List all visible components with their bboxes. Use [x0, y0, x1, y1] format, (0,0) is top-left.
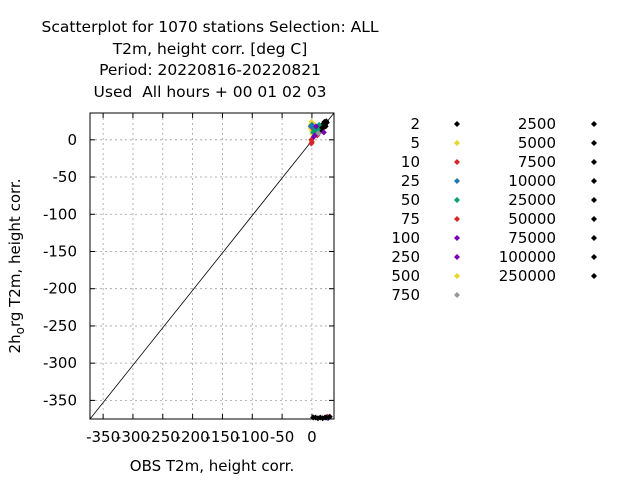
data-point — [313, 123, 320, 130]
x-tick-label: -100 — [235, 428, 269, 446]
y-tick-label: -100 — [43, 205, 77, 223]
legend-label: 250000 — [499, 267, 556, 285]
x-tick-label: -350 — [86, 428, 120, 446]
y-tick-label: 0 — [67, 131, 77, 149]
y-tick-label: -150 — [43, 242, 77, 260]
x-tick-label: -50 — [270, 428, 295, 446]
y-axis-label: 2horg T2m, height corr. — [6, 179, 27, 354]
legend-marker — [454, 235, 460, 241]
legend-label: 75000 — [508, 229, 556, 247]
legend-marker — [591, 216, 597, 222]
legend-marker — [454, 292, 460, 298]
title-line-1: Scatterplot for 1070 stations Selection:… — [41, 18, 379, 36]
data-point — [320, 129, 327, 136]
x-tick-label: 0 — [307, 428, 317, 446]
legend-marker — [454, 197, 460, 203]
legend: 2510255075100250500750250050007500100002… — [391, 115, 597, 304]
title-line-3: Period: 20220816-20220821 — [99, 61, 321, 79]
chart-title: Scatterplot for 1070 stations Selection:… — [0, 17, 420, 103]
legend-label: 500 — [391, 267, 420, 285]
legend-marker — [454, 140, 460, 146]
y-tick-label: -200 — [43, 280, 77, 298]
y-axis-label-subscript: o — [13, 327, 27, 334]
legend-marker — [591, 254, 597, 260]
y-tick-label: -350 — [43, 391, 77, 409]
legend-marker — [454, 178, 460, 184]
legend-label: 100000 — [499, 248, 556, 266]
legend-marker — [454, 273, 460, 279]
legend-label: 5 — [410, 134, 420, 152]
legend-label: 25000 — [508, 191, 556, 209]
x-tick-label: -300 — [116, 428, 150, 446]
legend-label: 250 — [391, 248, 420, 266]
legend-label: 75 — [401, 210, 420, 228]
legend-label: 2 — [410, 115, 420, 133]
legend-marker — [591, 121, 597, 127]
data-point — [315, 130, 322, 137]
legend-label: 5000 — [518, 134, 556, 152]
y-axis-label-part-1: 2h — [6, 334, 24, 353]
legend-marker — [591, 235, 597, 241]
legend-label: 25 — [401, 172, 420, 190]
legend-marker — [454, 159, 460, 165]
x-axis-label: OBS T2m, height corr. — [130, 457, 294, 475]
plot-frame — [89, 112, 335, 420]
x-tick-label: -200 — [176, 428, 210, 446]
legend-marker — [454, 121, 460, 127]
data-point — [321, 118, 328, 125]
legend-marker — [591, 140, 597, 146]
y-tick-label: -250 — [43, 317, 77, 335]
data-points — [307, 118, 333, 422]
legend-label: 750 — [391, 286, 420, 304]
title-line-2: T2m, height corr. [deg C] — [112, 39, 308, 58]
legend-marker — [454, 254, 460, 260]
legend-label: 100 — [391, 229, 420, 247]
legend-label: 10000 — [508, 172, 556, 190]
legend-marker — [591, 273, 597, 279]
x-tick-label: -150 — [205, 428, 239, 446]
legend-label: 10 — [401, 153, 420, 171]
axis-ticks: -350-300-250-200-150-100 -50 00-50-100-150… — [43, 113, 334, 446]
x-tick-label: -250 — [146, 428, 180, 446]
reference-diagonal-line — [89, 112, 335, 420]
legend-label: 50000 — [508, 210, 556, 228]
y-axis-label-part-2: rg T2m, height corr. — [6, 179, 24, 328]
legend-label: 7500 — [518, 153, 556, 171]
legend-marker — [591, 178, 597, 184]
grid-lines — [90, 113, 334, 419]
title-line-4: Used All hours + 00 01 02 03 — [93, 82, 327, 101]
legend-marker — [591, 159, 597, 165]
data-point — [322, 123, 329, 130]
legend-label: 50 — [401, 191, 420, 209]
y-tick-label: -50 — [53, 168, 78, 186]
legend-label: 2500 — [518, 115, 556, 133]
legend-marker — [591, 197, 597, 203]
y-tick-label: -300 — [43, 354, 77, 372]
legend-marker — [454, 216, 460, 222]
